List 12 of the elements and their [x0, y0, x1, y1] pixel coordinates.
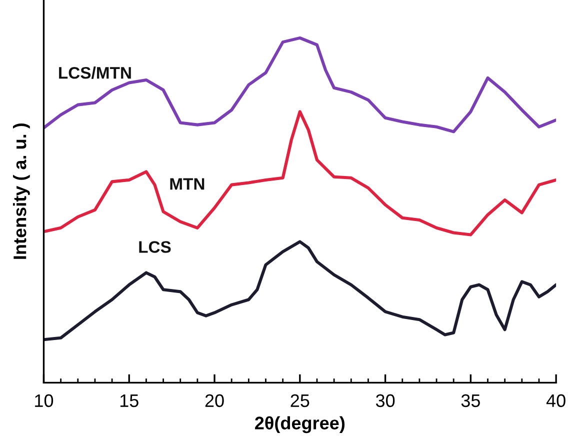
x-axis-title: 2θ(degree) — [255, 416, 345, 434]
x-tick-label: 35 — [461, 394, 480, 408]
series-label: LCS/MTN — [59, 66, 131, 79]
x-tick-label: 15 — [120, 394, 138, 408]
x-tick-label: 10 — [35, 394, 54, 408]
series-label: MTN — [170, 178, 204, 190]
x-tick-label: 20 — [205, 394, 224, 408]
x-tick-label: 25 — [290, 394, 310, 408]
y-axis-title: Intensity ( a. u. ) — [13, 124, 30, 259]
series-label: LCS — [139, 241, 171, 253]
x-tick-label: 40 — [546, 394, 566, 408]
x-tick-label: 30 — [376, 394, 395, 408]
